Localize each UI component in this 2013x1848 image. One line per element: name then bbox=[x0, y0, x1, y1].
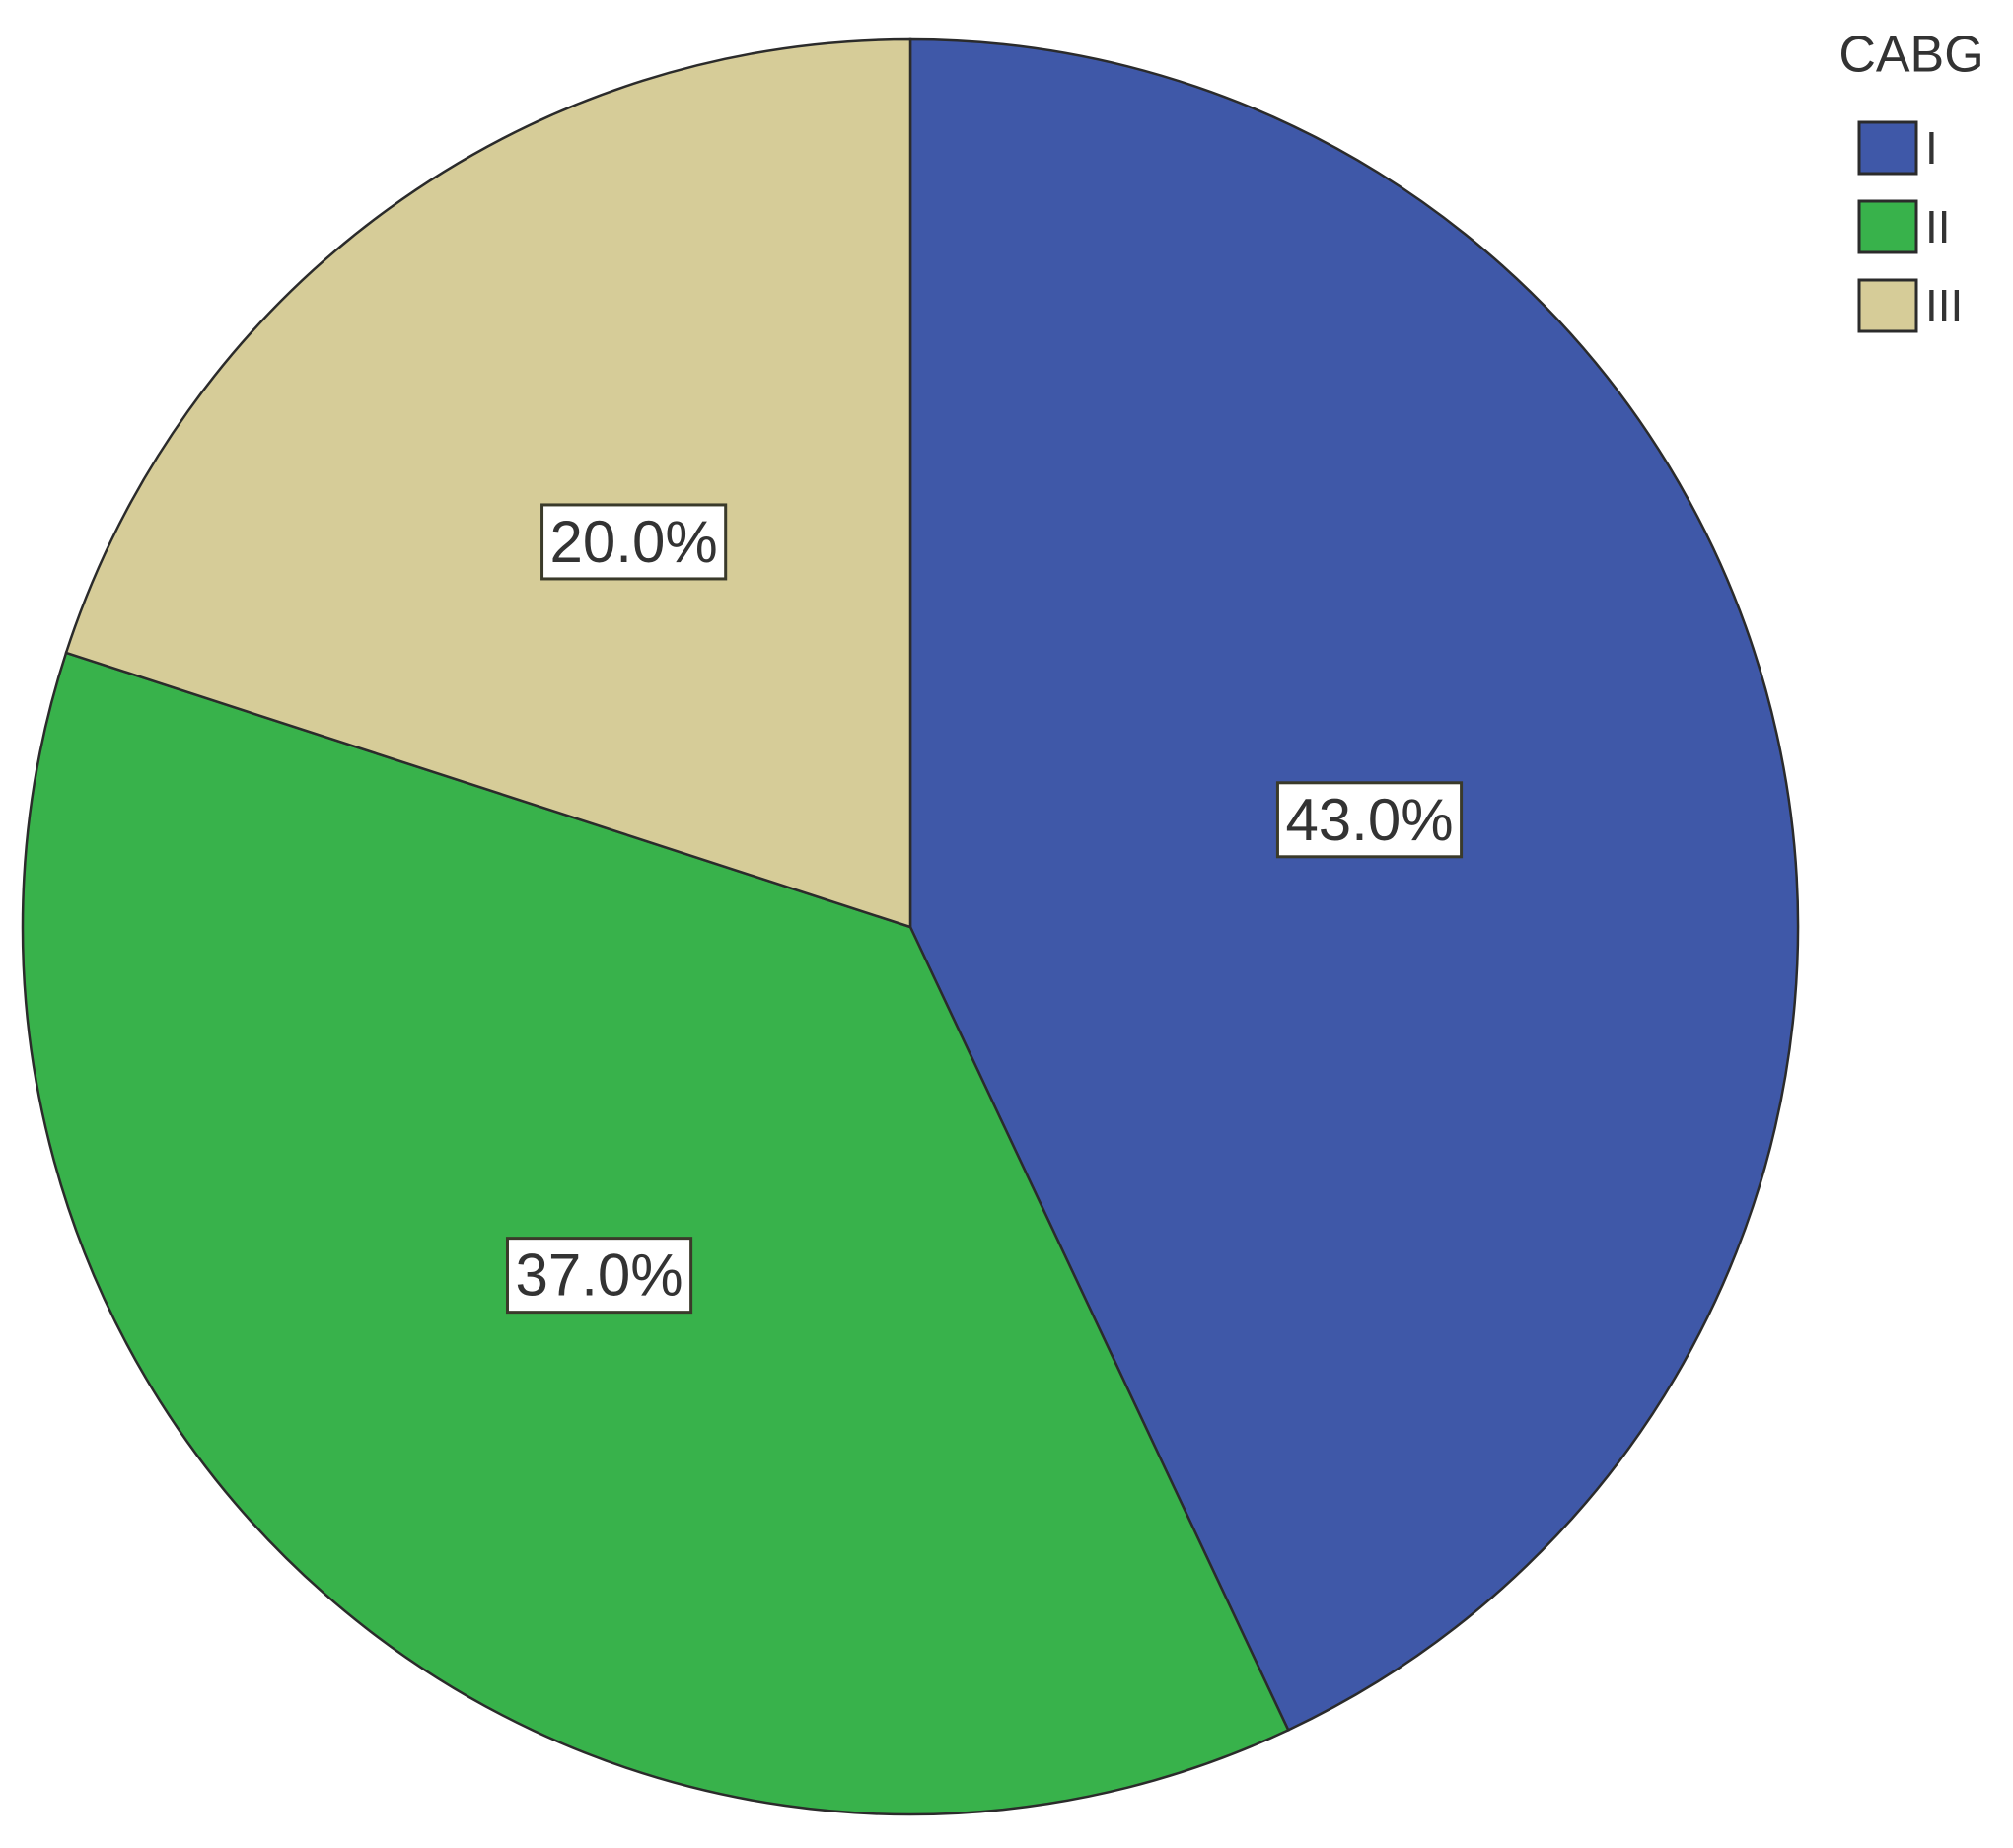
legend-title: CABG bbox=[1838, 27, 1983, 84]
legend-label: I bbox=[1925, 122, 1938, 174]
data-label: 37.0% bbox=[515, 1243, 683, 1309]
pie-slice bbox=[64, 37, 912, 929]
pie-slice bbox=[21, 651, 1290, 1816]
legend-label: II bbox=[1925, 201, 1951, 252]
legend-swatch bbox=[1857, 199, 1918, 254]
pie-slice bbox=[908, 37, 1800, 1733]
data-label: 20.0% bbox=[550, 509, 718, 575]
data-label: 43.0% bbox=[1285, 787, 1453, 853]
legend-swatch bbox=[1857, 120, 1918, 176]
legend-swatch bbox=[1857, 278, 1918, 333]
data-label-box bbox=[1275, 781, 1464, 859]
legend-label: III bbox=[1925, 280, 1963, 331]
data-label-box bbox=[540, 503, 728, 581]
data-label-box bbox=[505, 1237, 693, 1315]
